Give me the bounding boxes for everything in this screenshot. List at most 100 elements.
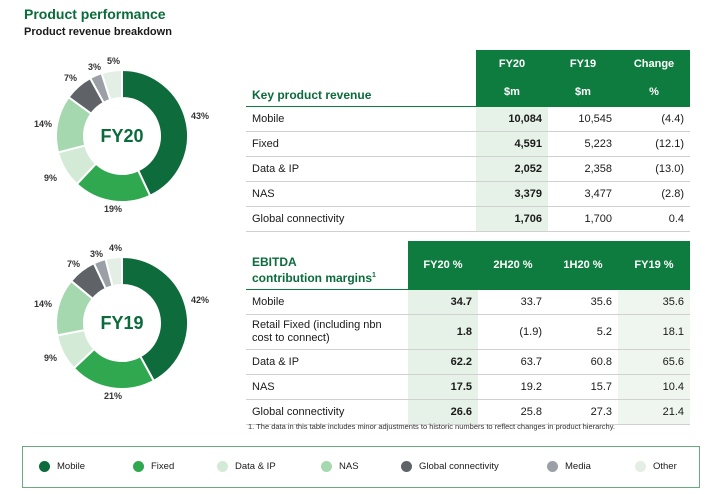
legend-swatch [133,461,144,472]
cell-1h20: 15.7 [548,374,618,400]
cell-2h20: 19.2 [478,374,548,400]
donut-center-label: FY20 [100,126,144,146]
donut-svg-fy20 [55,68,189,203]
slice-label-nas: 14% [34,119,53,129]
legend-swatch [321,461,332,472]
cell-change: 0.4 [618,206,690,232]
table-row: Global connectivity 1,706 1,700 0.4 [246,206,690,232]
donut-slice-other [100,68,123,102]
col-header-2h20: 2H20 % [478,241,548,290]
legend-swatch [635,461,646,472]
donut-slice-other [104,255,123,288]
cell-change: (12.1) [618,131,690,157]
footnote-marker: 1 [372,272,376,279]
unit-fy20: $m [476,78,548,107]
page-subtitle: Product revenue breakdown [24,26,172,38]
cell-fy19: 65.6 [618,349,690,375]
cell-fy20: 1.8 [408,314,478,350]
legend-label: Fixed [151,461,175,472]
ebitda-title-line2: contribution margins [252,271,372,285]
row-label: Data & IP [246,349,408,375]
table-row: NAS 3,379 3,477 (2.8) [246,181,690,207]
slice-label-media: 3% [88,62,102,72]
slice-label-fixed: 21% [104,391,123,401]
cell-fy20: 17.5 [408,374,478,400]
table-title: Key product revenue [246,78,476,107]
slice-label-data-ip: 9% [44,173,58,183]
cell-fy19: 10.4 [618,374,690,400]
legend-label: NAS [339,461,359,472]
col-header-fy20: FY20 % [408,241,478,290]
cell-fy19: 35.6 [618,289,690,315]
table-title: EBITDA contribution margins1 [246,241,408,290]
col-header-fy19: FY19 [548,50,618,78]
slice-label-global-connectivity: 7% [67,259,81,269]
table-footnote: 1. The data in this table includes minor… [248,422,615,431]
cell-fy20: 62.2 [408,349,478,375]
cell-1h20: 60.8 [548,349,618,375]
cell-2h20: 33.7 [478,289,548,315]
legend-label: Data & IP [235,461,276,472]
cell-2h20: 63.7 [478,349,548,375]
ebitda-title-line1: EBITDA [252,255,297,269]
legend-item: Mobile [39,461,85,472]
cell-fy19: 1,700 [548,206,618,232]
cell-fy19: 10,545 [548,106,618,132]
legend-item: Media [547,461,591,472]
col-header-1h20: 1H20 % [548,241,618,290]
unit-fy19: $m [548,78,618,107]
donut-slice-mobile [121,255,189,383]
cell-change: (4.4) [618,106,690,132]
slice-label-global-connectivity: 7% [64,73,78,83]
legend-label: Other [653,461,677,472]
page-title: Product performance [24,6,166,22]
slice-label-other: 4% [109,243,123,253]
row-label: Retail Fixed (including nbn cost to conn… [246,314,408,350]
donut-center-label: FY19 [100,313,144,333]
cell-fy20: 26.6 [408,399,478,425]
cell-fy19: 18.1 [618,314,690,350]
ebitda-contribution-table: EBITDA contribution margins1 FY20 % 2H20… [246,241,690,425]
table-row: Data & IP 2,052 2,358 (13.0) [246,156,690,182]
cell-fy20: 3,379 [476,181,548,207]
donut-chart-fy20: FY20 43% 19% 9% 14% 7% 3% 5% [0,45,240,230]
slice-label-nas: 14% [34,299,53,309]
legend-swatch [217,461,228,472]
table-row: Mobile 34.7 33.7 35.6 35.6 [246,289,690,315]
legend-item: NAS [321,461,359,472]
slice-label-mobile: 42% [191,295,210,305]
legend-label: Global connectivity [419,461,499,472]
cell-fy19: 3,477 [548,181,618,207]
slice-label-data-ip: 9% [44,353,58,363]
legend-swatch [401,461,412,472]
donut-slice-mobile [121,68,189,198]
col-header-change: Change [618,50,690,78]
chart-legend: Mobile Fixed Data & IP NAS Global connectivi… [22,446,700,488]
cell-fy20: 4,591 [476,131,548,157]
cell-fy20: 34.7 [408,289,478,315]
cell-1h20: 5.2 [548,314,618,350]
legend-label: Mobile [57,461,85,472]
row-label: Fixed [246,131,476,157]
row-label: Global connectivity [246,206,476,232]
table-row: Mobile 10,084 10,545 (4.4) [246,106,690,132]
donut-chart-fy19: FY19 42% 21% 9% 14% 7% 3% 4% [0,232,240,417]
cell-1h20: 35.6 [548,289,618,315]
cell-change: (13.0) [618,156,690,182]
row-label: NAS [246,374,408,400]
row-label: Data & IP [246,156,476,182]
table-row: NAS 17.5 19.2 15.7 10.4 [246,374,690,400]
legend-item: Other [635,461,677,472]
slice-label-media: 3% [90,249,104,259]
table-row: Global connectivity 26.6 25.8 27.3 21.4 [246,399,690,425]
legend-label: Media [565,461,591,472]
cell-fy19: 21.4 [618,399,690,425]
cell-fy20: 1,706 [476,206,548,232]
slice-label-other: 5% [107,56,121,66]
legend-item: Data & IP [217,461,276,472]
col-header-fy19: FY19 % [618,241,690,290]
cell-2h20: 25.8 [478,399,548,425]
cell-2h20: (1.9) [478,314,548,350]
table-row: Data & IP 62.2 63.7 60.8 65.6 [246,349,690,375]
legend-item: Global connectivity [401,461,499,472]
